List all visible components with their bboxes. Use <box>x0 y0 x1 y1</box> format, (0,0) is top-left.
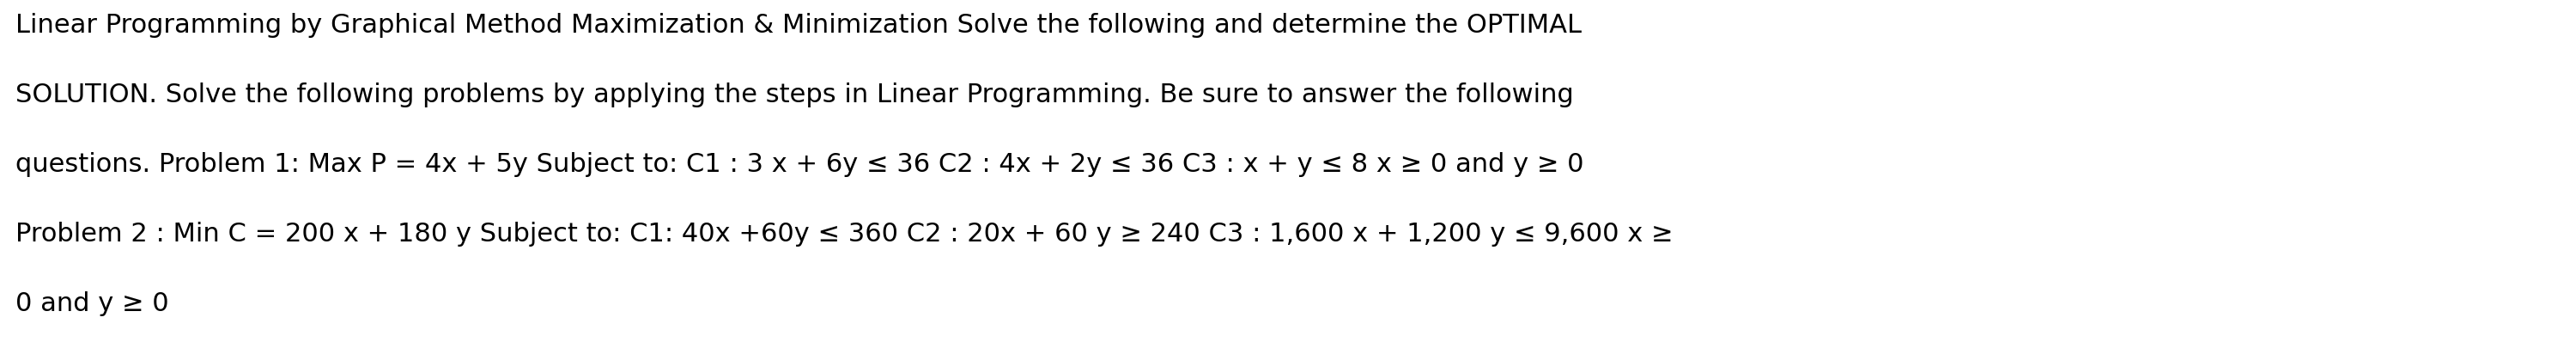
Text: Linear Programming by Graphical Method Maximization & Minimization Solve the fol: Linear Programming by Graphical Method M… <box>15 13 1582 38</box>
Text: 0 and y ≥ 0: 0 and y ≥ 0 <box>15 291 170 316</box>
Text: SOLUTION. Solve the following problems by applying the steps in Linear Programmi: SOLUTION. Solve the following problems b… <box>15 82 1574 108</box>
Text: Problem 2 : Min C = 200 x + 180 y Subject to: C1: 40x +60y ≤ 360 C2 : 20x + 60 y: Problem 2 : Min C = 200 x + 180 y Subjec… <box>15 222 1674 247</box>
Text: questions. Problem 1: Max P = 4x + 5y Subject to: C1 : 3 x + 6y ≤ 36 C2 : 4x + 2: questions. Problem 1: Max P = 4x + 5y Su… <box>15 152 1584 177</box>
